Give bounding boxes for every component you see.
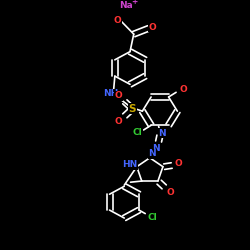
Text: N: N <box>148 149 156 158</box>
Text: N: N <box>158 129 166 138</box>
Text: O: O <box>166 188 174 197</box>
Text: NH: NH <box>104 89 119 98</box>
Text: S: S <box>128 104 136 114</box>
Text: O: O <box>115 117 122 126</box>
Text: N: N <box>152 144 160 153</box>
Text: O: O <box>175 159 182 168</box>
Text: Cl: Cl <box>132 128 142 137</box>
Text: Cl: Cl <box>148 212 158 222</box>
Text: O: O <box>114 16 122 25</box>
Text: O: O <box>115 92 122 100</box>
Text: O: O <box>180 86 188 94</box>
Text: HN: HN <box>122 160 138 169</box>
Text: Na: Na <box>119 1 132 10</box>
Text: +: + <box>132 0 138 6</box>
Text: O: O <box>148 23 156 32</box>
